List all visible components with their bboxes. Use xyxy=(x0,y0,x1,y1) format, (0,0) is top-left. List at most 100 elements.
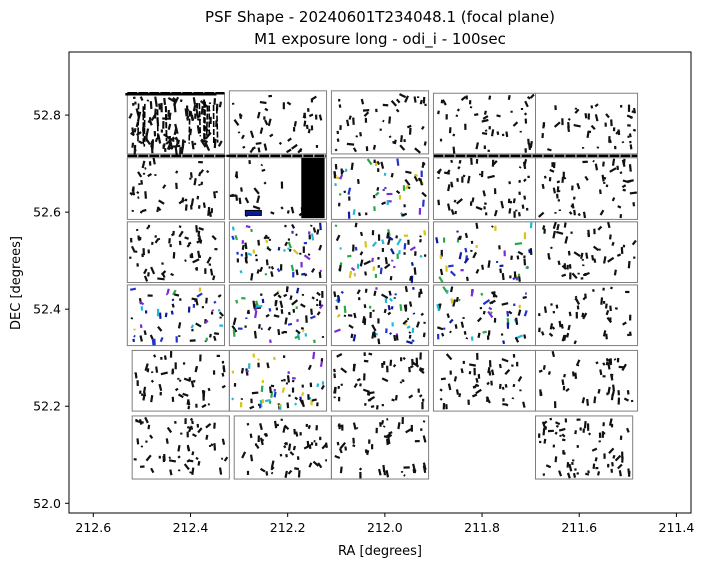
psf-marker xyxy=(265,120,267,125)
psf-marker xyxy=(455,376,456,381)
psf-marker xyxy=(198,125,199,133)
psf-marker xyxy=(286,383,288,384)
psf-marker xyxy=(192,198,193,205)
psf-marker xyxy=(372,325,375,331)
psf-marker xyxy=(345,306,346,313)
psf-marker xyxy=(448,184,449,191)
psf-marker xyxy=(362,99,363,104)
psf-marker xyxy=(322,385,324,389)
psf-marker xyxy=(294,429,295,434)
psf-marker xyxy=(387,233,388,239)
psf-marker xyxy=(147,228,149,229)
psf-marker xyxy=(593,289,594,291)
psf-marker xyxy=(267,260,268,266)
psf-marker xyxy=(481,293,482,295)
psf-marker xyxy=(260,404,261,408)
psf-marker xyxy=(246,252,247,258)
psf-marker xyxy=(167,438,168,443)
psf-marker xyxy=(320,115,321,121)
psf-marker xyxy=(604,330,605,336)
psf-marker xyxy=(389,432,393,434)
psf-marker xyxy=(294,446,295,450)
psf-marker xyxy=(296,432,297,437)
psf-marker xyxy=(354,313,355,318)
psf-marker xyxy=(483,116,488,119)
psf-markers-layer xyxy=(125,93,637,478)
psf-marker xyxy=(483,300,489,304)
y-axis-ticks: 52.052.252.452.652.8 xyxy=(33,108,69,511)
psf-marker xyxy=(559,471,561,477)
psf-marker xyxy=(543,184,544,189)
psf-marker xyxy=(294,468,299,469)
psf-marker xyxy=(163,185,165,189)
psf-marker xyxy=(365,271,366,275)
psf-marker xyxy=(557,305,558,309)
psf-marker xyxy=(241,187,242,191)
psf-marker xyxy=(569,119,570,121)
psf-marker xyxy=(457,115,458,117)
psf-marker xyxy=(506,384,507,387)
psf-marker xyxy=(439,277,442,282)
psf-marker xyxy=(458,109,460,111)
psf-marker xyxy=(528,97,531,99)
psf-marker xyxy=(400,304,401,311)
psf-marker xyxy=(354,423,356,430)
psf-marker xyxy=(407,326,410,327)
psf-marker xyxy=(284,295,287,297)
psf-marker xyxy=(414,175,417,176)
psf-marker xyxy=(453,300,455,307)
psf-marker xyxy=(379,469,380,475)
psf-marker xyxy=(317,293,320,296)
psf-marker xyxy=(220,102,221,107)
psf-marker xyxy=(293,380,294,382)
psf-marker xyxy=(357,379,360,381)
psf-marker xyxy=(630,164,631,171)
psf-marker xyxy=(603,162,604,167)
psf-marker xyxy=(437,327,443,329)
psf-marker xyxy=(612,462,613,466)
psf-marker xyxy=(581,253,582,259)
psf-marker xyxy=(451,160,452,163)
psf-marker xyxy=(337,354,342,357)
psf-marker xyxy=(482,133,487,134)
psf-marker xyxy=(390,333,391,334)
psf-marker xyxy=(194,97,195,104)
psf-marker xyxy=(199,172,200,176)
psf-marker xyxy=(503,273,504,280)
psf-marker xyxy=(180,298,181,300)
psf-marker xyxy=(350,271,351,278)
psf-marker xyxy=(146,455,150,460)
psf-marker xyxy=(259,324,260,328)
psf-marker xyxy=(337,314,340,317)
psf-marker xyxy=(200,288,201,292)
psf-marker xyxy=(364,112,368,116)
psf-marker xyxy=(399,94,405,97)
psf-marker xyxy=(489,96,490,100)
psf-marker xyxy=(182,197,183,202)
psf-marker xyxy=(373,242,376,246)
psf-marker xyxy=(524,179,526,181)
psf-marker xyxy=(253,206,260,208)
psf-marker xyxy=(188,445,189,451)
psf-marker xyxy=(367,394,370,395)
psf-marker xyxy=(565,236,567,243)
psf-marker xyxy=(270,134,273,136)
psf-marker xyxy=(633,241,636,245)
psf-marker xyxy=(130,289,136,290)
psf-marker xyxy=(356,428,357,429)
psf-marker xyxy=(157,278,164,279)
psf-marker xyxy=(270,308,271,311)
psf-marker xyxy=(388,437,389,444)
psf-marker xyxy=(543,123,544,129)
psf-marker xyxy=(516,318,517,325)
psf-marker xyxy=(525,113,527,114)
psf-marker xyxy=(465,258,469,263)
psf-marker xyxy=(482,265,483,270)
psf-marker xyxy=(424,333,425,337)
psf-marker xyxy=(283,388,284,393)
psf-marker xyxy=(263,380,264,383)
psf-marker xyxy=(224,365,225,370)
psf-marker xyxy=(556,232,563,234)
psf-marker xyxy=(340,265,341,271)
x-axis-label: RA [degrees] xyxy=(338,544,422,559)
